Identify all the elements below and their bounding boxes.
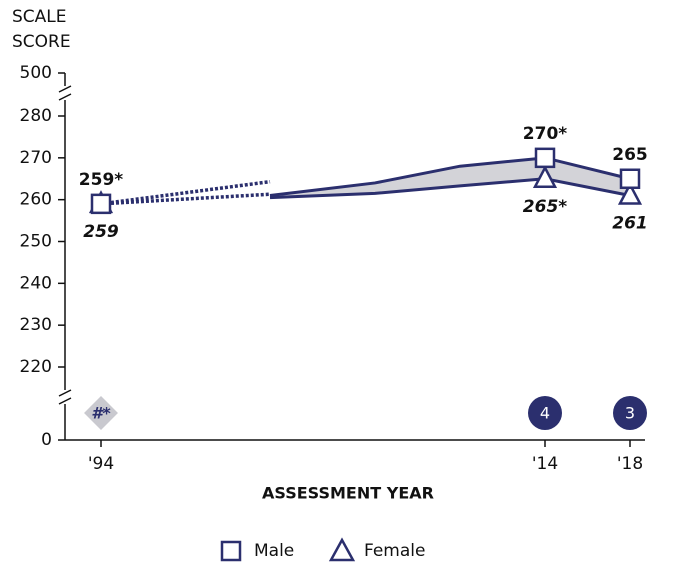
gap-label: 4 [540,404,550,423]
axis-break [58,389,72,405]
axis-break [58,86,72,100]
y-tick-label: 250 [20,232,52,252]
data-label: 261 [612,213,648,233]
x-tick-label: '18 [617,454,643,474]
y-axis-label: SCORE [12,32,71,52]
data-label: 270* [523,124,567,144]
y-axis-label: SCALE [12,7,67,27]
marker [619,168,641,189]
axis-break [58,390,72,404]
gap-marker [613,396,647,430]
y-tick-label: 230 [20,315,52,335]
legend-label: Male [254,541,294,561]
y-tick-label: 280 [20,106,52,126]
legend-marker [328,537,356,562]
marker [534,147,556,169]
marker [532,165,558,188]
dotted-line [100,179,271,206]
gap-label: #* [91,404,111,423]
dotted-line [100,192,271,206]
gap-label: 3 [625,404,635,423]
y-tick-label: 240 [20,273,52,293]
legend-label: Female [364,541,425,561]
y-tick-label: 270 [20,148,52,168]
line [269,177,631,200]
x-tick-label: '94 [88,454,114,474]
x-tick-label: '14 [532,454,558,474]
axis-break [58,85,72,101]
y-tick-label: 0 [41,430,52,450]
data-label: 259 [83,222,119,242]
marker [90,193,112,215]
data-label: 259* [79,170,123,190]
legend-marker [220,540,242,562]
marker [617,181,643,205]
gap-marker [528,396,562,430]
data-label: 265 [612,145,648,165]
y-tick-label: 500 [20,63,52,83]
y-tick-label: 220 [20,357,52,377]
data-label: 265* [523,197,567,217]
line [269,156,631,197]
x-axis-label: ASSESSMENT YEAR [262,484,434,503]
y-tick-label: 260 [20,190,52,210]
gap-area [270,157,630,198]
